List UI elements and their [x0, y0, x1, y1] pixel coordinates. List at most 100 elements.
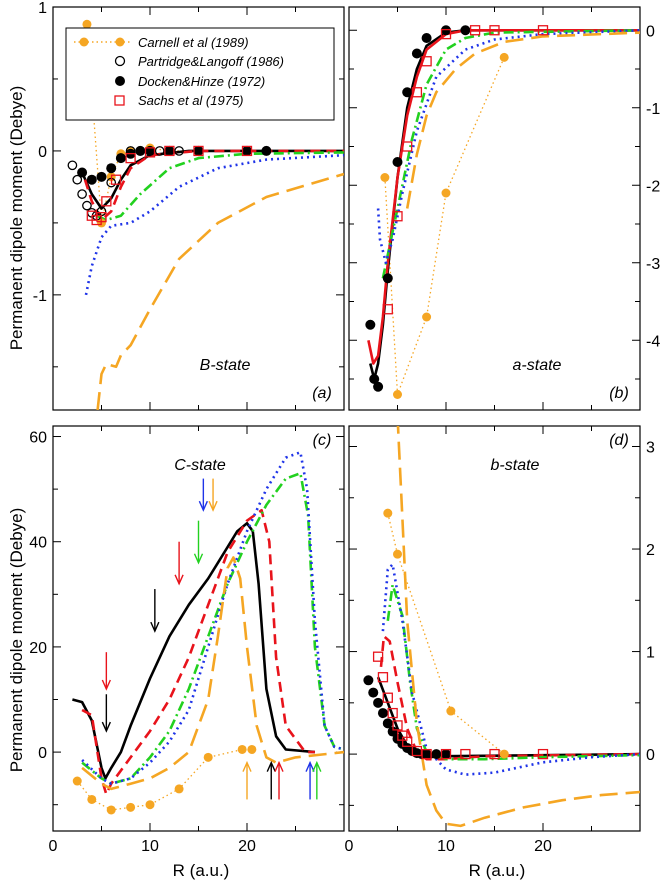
arrow-head — [208, 500, 218, 512]
marker-sachs — [377, 672, 389, 683]
y-tick-label: 60 — [29, 430, 47, 447]
marker-point — [135, 145, 146, 156]
y-tick-label: 0 — [646, 23, 655, 40]
marker-sachs — [193, 145, 204, 157]
marker-point — [421, 749, 432, 760]
marker-point — [373, 381, 384, 392]
marker-point — [373, 697, 384, 708]
marker-point — [411, 48, 422, 59]
panel-b: -4 -3 -2 -1 0 a-state (b) — [348, 6, 660, 411]
marker-sachs — [469, 25, 481, 36]
marker-point — [369, 374, 380, 384]
x-axis-title-right: R (a.u.) — [469, 861, 526, 880]
legend-marker-partridge — [114, 55, 126, 67]
marker-point — [154, 146, 165, 156]
marker-sachs — [440, 28, 452, 40]
plot-area — [67, 19, 344, 410]
marker-sachs — [489, 25, 500, 36]
marker-point — [446, 706, 456, 716]
marker-point — [72, 174, 83, 185]
y-tick-label: -2 — [646, 178, 660, 195]
marker-sachs — [421, 748, 432, 760]
panel-tag: (a) — [312, 385, 332, 402]
arrow-head — [274, 760, 284, 772]
marker-point — [382, 273, 393, 284]
legend-marker-sachs — [114, 95, 125, 106]
marker-point — [174, 784, 184, 794]
marker-sachs — [421, 56, 432, 67]
marker-sachs — [537, 748, 549, 760]
series-black-solid — [72, 522, 316, 780]
x-tick-label: 10 — [141, 838, 159, 855]
y-tick-label: -3 — [646, 256, 660, 273]
marker-sachs — [489, 748, 500, 760]
state-label: b-state — [491, 457, 540, 474]
marker-sachs — [164, 145, 175, 157]
legend-marker-carnell-2 — [115, 37, 125, 47]
plot-area — [72, 451, 344, 815]
marker-point — [203, 752, 213, 762]
marker-point — [96, 171, 107, 182]
y-tick-label: 0 — [38, 144, 47, 161]
marker-sachs — [392, 211, 403, 222]
plot-area — [365, 25, 640, 399]
marker-point — [421, 33, 432, 43]
marker-point — [77, 167, 88, 178]
legend-entry-docken: Docken&Hinze (1972) — [115, 74, 265, 89]
marker-sachs — [402, 736, 413, 747]
legend-box — [65, 27, 335, 121]
arrow-head — [312, 760, 322, 772]
series-orange-longdash — [396, 426, 640, 828]
y-tick-label: -1 — [646, 101, 660, 118]
marker-point — [499, 749, 509, 759]
marker-sachs — [96, 211, 107, 223]
x-tick-label: 10 — [437, 838, 455, 855]
marker-sachs — [372, 651, 384, 662]
panel-d: 0 10 20 0 1 2 3 b-state (d) — [345, 425, 655, 855]
marker-sachs — [110, 174, 122, 185]
marker-point — [441, 188, 451, 198]
panel-tag: (d) — [609, 432, 629, 449]
y-tick-label: -4 — [646, 333, 660, 350]
series-red-dashed — [83, 149, 344, 222]
marker-point — [67, 160, 78, 171]
legend-marker-carnell — [79, 37, 89, 47]
marker-point — [72, 776, 82, 786]
legend-label-sachs: Sachs et al (1975) — [138, 93, 244, 108]
marker-point — [237, 744, 247, 754]
y-tick-label: 0 — [646, 747, 655, 764]
marker-point — [87, 794, 97, 804]
marker-point — [145, 800, 155, 810]
x-tick-label: 20 — [534, 838, 552, 855]
legend-entry-carnell: Carnell et al (1989) — [74, 35, 249, 50]
arrow-head — [193, 553, 204, 565]
marker-sachs — [125, 152, 136, 164]
arrow-head — [305, 760, 315, 772]
state-label: B-state — [200, 357, 251, 374]
marker-sachs — [241, 145, 253, 157]
series-orange-longdash — [405, 31, 640, 209]
marker-point — [441, 749, 451, 760]
marker-point — [242, 145, 252, 156]
marker-point — [261, 145, 272, 156]
marker-sachs — [411, 87, 423, 98]
marker-point — [193, 145, 204, 156]
marker-sachs — [411, 745, 423, 757]
marker-point — [106, 805, 116, 815]
series-green-dashdot — [386, 583, 640, 761]
arrow-head — [101, 721, 111, 733]
series-green-dashdot — [381, 29, 640, 279]
arrow-head — [150, 621, 160, 633]
series-orange-longdash — [81, 556, 344, 791]
y-tick-label: 3 — [646, 440, 655, 457]
arrow-head — [266, 760, 276, 772]
marker-point — [393, 390, 402, 399]
legend: Carnell et al (1989) Partridge&Langoff (… — [65, 27, 335, 121]
series-blue-dotted — [81, 451, 344, 785]
arrow-head — [101, 679, 111, 691]
marker-point — [126, 802, 136, 812]
marker-sachs — [392, 720, 403, 731]
marker-sachs — [382, 304, 393, 315]
marker-point — [460, 25, 471, 36]
marker-sachs — [402, 141, 413, 152]
